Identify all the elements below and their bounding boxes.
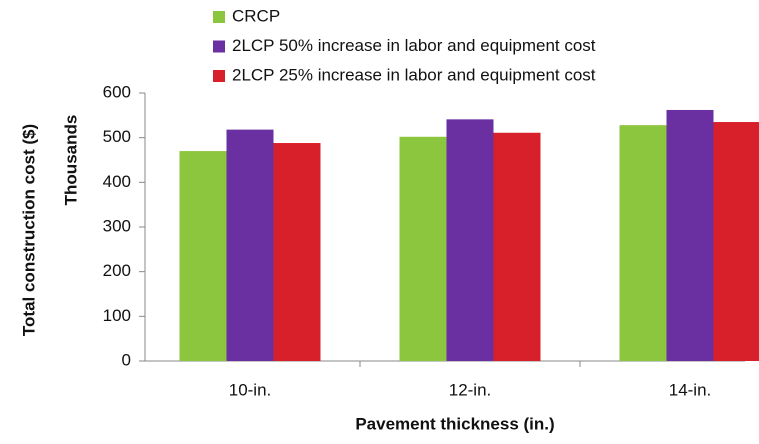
bar (620, 125, 667, 361)
y-tick-label: 300 (103, 216, 131, 235)
legend-swatch (213, 11, 225, 23)
bar (227, 130, 274, 361)
x-axis-title: Pavement thickness (in.) (355, 414, 554, 433)
legend-label: CRCP (232, 6, 280, 25)
x-tick-label: 12-in. (449, 380, 492, 399)
bar (400, 137, 447, 361)
x-tick-label: 14-in. (669, 380, 712, 399)
bar (667, 110, 714, 361)
y-tick-label: 200 (103, 261, 131, 280)
bar (180, 151, 227, 361)
bar (494, 133, 541, 361)
bar (447, 119, 494, 361)
legend-swatch (213, 41, 225, 53)
y-tick-label: 0 (122, 350, 131, 369)
legend-label: 2LCP 50% increase in labor and equipment… (232, 36, 596, 55)
legend-swatch (213, 70, 225, 82)
x-tick-label: 10-in. (229, 380, 272, 399)
y-unit-label: Thousands (61, 115, 80, 206)
y-axis-title: Total construction cost ($) (19, 124, 38, 336)
y-tick-label: 500 (103, 127, 131, 146)
y-tick-label: 400 (103, 172, 131, 191)
bar (714, 122, 759, 361)
y-tick-label: 100 (103, 306, 131, 325)
legend-label: 2LCP 25% increase in labor and equipment… (232, 65, 596, 84)
y-tick-label: 600 (103, 82, 131, 101)
bar (274, 143, 321, 361)
